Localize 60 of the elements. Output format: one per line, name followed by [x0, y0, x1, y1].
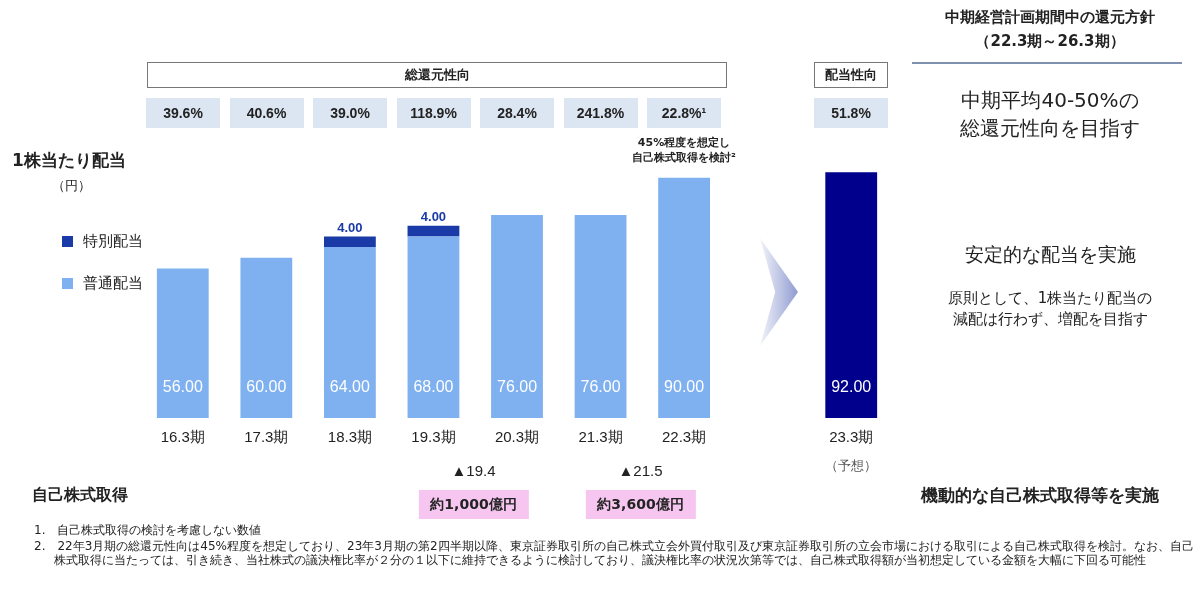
bar: [323, 236, 376, 248]
text: 241.8%: [563, 98, 638, 128]
text: 39.6%: [146, 98, 220, 128]
data-label: 68.00: [413, 378, 454, 396]
text: （予想）: [825, 458, 877, 474]
text: 約3,600億円: [585, 490, 696, 519]
data-label: 56.00: [162, 378, 203, 396]
text: 安定的な配当を実施: [964, 243, 1136, 266]
x-tick-label: 23.3期: [829, 428, 874, 446]
text: ▲19.4: [451, 462, 496, 480]
bar: [323, 247, 376, 418]
text: 総還元性向: [147, 62, 727, 88]
y-axis-title: 1株当たり配当: [12, 150, 126, 171]
text: （22.3期～26.3期）: [975, 32, 1125, 50]
data-label: 92.00: [831, 378, 872, 396]
text: 51.8%: [814, 98, 888, 128]
bar: [407, 225, 460, 237]
x-tick-label: 17.3期: [244, 428, 289, 446]
bar: [491, 215, 543, 418]
text: 総還元性向を目指す: [960, 116, 1140, 140]
bar: [574, 215, 627, 418]
text: 1. 自己株式取得の検討を考慮しない数値: [34, 523, 262, 538]
data-label: 76.00: [580, 378, 621, 396]
text: 2. 22年3月期の総還元性向は45%程度を想定しており、23年3月期の第2四半期以降、東京証券取引所の自己株式立会外買付取引及び東京証券取引所の立会市場における取引による自己株式取得を検討。なお、自己株式取得に当たっては、引き続き、当社株式の議決権比率が２分の１以下に維持できるように検討しており、議決権比率の状況次第等では、自己株式取得額が当初想定している金額を大幅に下回る可能性: [34, 539, 1194, 568]
bar: [407, 236, 460, 418]
text: 118.9%: [396, 98, 471, 128]
text: 機動的な自己株式取得等を実施: [921, 485, 1159, 506]
text: ▲21.5: [618, 462, 663, 480]
data-label: 76.00: [496, 378, 538, 396]
text: 39.0%: [313, 98, 387, 128]
text: 中期経営計画期間中の還元方針: [945, 8, 1155, 26]
bar: [825, 172, 878, 418]
text: 配当性向: [814, 62, 888, 88]
text: 28.4%: [480, 98, 554, 128]
text: （円）: [52, 178, 91, 194]
text: 40.6%: [229, 98, 304, 128]
data-label: 90.00: [664, 378, 705, 396]
legend-label: 特別配当: [82, 232, 143, 251]
x-tick-label: 16.3期: [160, 428, 205, 446]
text: 45%程度を想定し: [637, 136, 731, 150]
x-tick-label: 18.3期: [327, 428, 372, 446]
bar: [156, 268, 209, 418]
text: 中期平均40-50%の: [961, 88, 1139, 112]
x-tick-label: 19.3期: [411, 428, 456, 446]
text: 22.8%¹: [647, 98, 721, 128]
x-tick-label: 21.3期: [578, 428, 623, 446]
legend-label: 普通配当: [82, 274, 143, 293]
bar: [658, 177, 711, 418]
data-label: 60.00: [246, 378, 287, 396]
data-label: 64.00: [329, 378, 371, 396]
x-tick-label: 20.3期: [494, 428, 540, 446]
data-label: 4.00: [337, 219, 363, 235]
x-tick-label: 22.3期: [662, 428, 707, 446]
text: 減配は行わず、増配を目指す: [952, 310, 1148, 328]
text: 約1,000億円: [418, 490, 529, 519]
text: 自己株式取得: [32, 485, 128, 505]
text: 原則として、1株当たり配当の: [947, 289, 1153, 307]
data-label: 4.00: [420, 208, 447, 224]
bar: [240, 257, 293, 418]
text: 自己株式取得を検討²: [632, 151, 736, 165]
